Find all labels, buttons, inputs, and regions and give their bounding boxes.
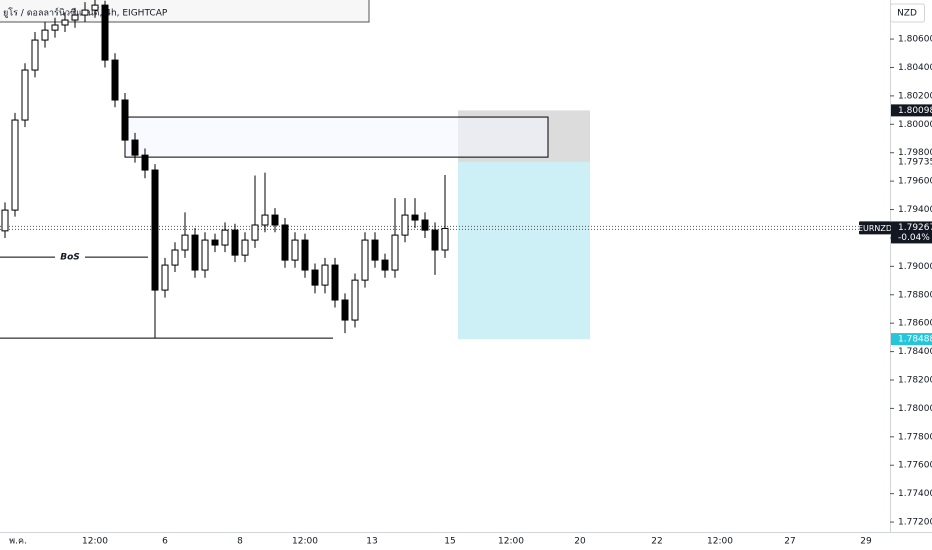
bos-label: BoS bbox=[60, 253, 80, 263]
x-tick-label: 12:00 bbox=[292, 537, 318, 547]
price-label-box bbox=[891, 104, 932, 117]
candle-body bbox=[141, 154, 149, 171]
candle-body bbox=[321, 264, 329, 286]
y-tick-label: 1.79000 bbox=[898, 262, 932, 272]
candle-body bbox=[421, 219, 429, 231]
y-tick-label: 1.77600 bbox=[898, 461, 932, 471]
y-tick-label: 1.79400 bbox=[898, 205, 932, 215]
x-tick-label: 12:00 bbox=[498, 537, 524, 547]
candle-body bbox=[61, 19, 69, 26]
candle-body bbox=[161, 264, 169, 291]
candle-body bbox=[431, 229, 439, 251]
price-label-box bbox=[891, 333, 932, 346]
y-tick-label: 1.78200 bbox=[898, 376, 932, 386]
candle-body bbox=[31, 39, 39, 71]
candle-body bbox=[401, 214, 409, 236]
candle-body bbox=[341, 299, 349, 321]
candle-body bbox=[331, 264, 339, 301]
candle-body bbox=[41, 29, 49, 41]
x-tick-label: 8 bbox=[237, 537, 243, 547]
candle-body bbox=[241, 239, 249, 256]
symbol-badge bbox=[859, 221, 891, 235]
candle-body bbox=[131, 139, 139, 156]
price-label: 1.79735 bbox=[898, 157, 932, 167]
candle-body bbox=[361, 239, 369, 281]
candle-body bbox=[151, 169, 159, 291]
candle-body bbox=[441, 227, 449, 251]
candle-body bbox=[411, 214, 419, 221]
candle-body bbox=[101, 4, 109, 61]
candle-body bbox=[311, 269, 319, 286]
position-zone bbox=[458, 161, 590, 340]
candle-body bbox=[231, 229, 239, 256]
symbol: EURNZD bbox=[858, 224, 892, 233]
last-price-box bbox=[891, 221, 932, 244]
candle-body bbox=[391, 234, 399, 271]
y-tick-label: 1.80000 bbox=[898, 120, 932, 130]
candle-body bbox=[261, 214, 269, 226]
x-tick-label: 22 bbox=[651, 537, 662, 547]
last-change: -0.04% bbox=[898, 233, 930, 243]
candle-body bbox=[181, 234, 189, 251]
x-tick-label: 12:00 bbox=[82, 537, 108, 547]
price-label: 1.78488 bbox=[898, 335, 932, 345]
candle-body bbox=[111, 59, 119, 101]
x-tick-label: พ.ค. bbox=[9, 537, 27, 547]
candle-body bbox=[291, 239, 299, 261]
candle-body bbox=[251, 224, 259, 241]
candle-body bbox=[51, 24, 59, 31]
candle-body bbox=[121, 99, 129, 141]
y-tick-label: 1.78800 bbox=[898, 290, 932, 300]
currency[interactable]: NZD bbox=[897, 9, 917, 19]
x-tick-label: 13 bbox=[366, 537, 377, 547]
x-tick-label: 27 bbox=[784, 537, 795, 547]
candle-body bbox=[221, 229, 229, 246]
y-tick-label: 1.78400 bbox=[898, 347, 932, 357]
y-tick-label: 1.80200 bbox=[898, 91, 932, 101]
y-tick-label: 1.77800 bbox=[898, 432, 932, 442]
candle-body bbox=[171, 249, 179, 266]
candle-body bbox=[81, 9, 89, 16]
candle-body bbox=[371, 239, 379, 261]
y-tick-label: 1.79800 bbox=[898, 148, 932, 158]
candle-body bbox=[201, 239, 209, 271]
y-tick-label: 1.77200 bbox=[898, 518, 932, 528]
candle-body bbox=[191, 234, 199, 271]
y-tick-label: 1.80600 bbox=[898, 35, 932, 45]
candle-body bbox=[351, 279, 359, 321]
x-tick-label: 6 bbox=[162, 537, 168, 547]
x-tick-label: 15 bbox=[444, 537, 455, 547]
currency-button[interactable] bbox=[890, 3, 925, 23]
candle-body bbox=[381, 259, 389, 271]
x-tick-label: 20 bbox=[574, 537, 586, 547]
candle-body bbox=[211, 239, 219, 246]
candle-body bbox=[71, 14, 79, 21]
last-price: 1.79267 bbox=[898, 223, 932, 233]
x-tick-label: 29 bbox=[860, 537, 872, 547]
y-tick-label: 1.79600 bbox=[898, 177, 932, 187]
candle-body bbox=[1, 209, 9, 232]
y-tick-label: 1.78600 bbox=[898, 319, 932, 329]
y-tick-label: 1.80400 bbox=[898, 63, 932, 73]
candle-body bbox=[21, 69, 29, 121]
y-tick-label: 1.78000 bbox=[898, 404, 932, 414]
candle-body bbox=[91, 4, 99, 11]
x-tick-label: 12:00 bbox=[707, 537, 733, 547]
candle-body bbox=[301, 239, 309, 271]
order-block bbox=[124, 116, 549, 158]
candle-body bbox=[271, 214, 279, 226]
candle-body bbox=[281, 224, 289, 261]
price-label: 1.80098 bbox=[898, 106, 932, 116]
y-tick-label: 1.77400 bbox=[898, 489, 932, 499]
candle-body bbox=[11, 119, 19, 211]
